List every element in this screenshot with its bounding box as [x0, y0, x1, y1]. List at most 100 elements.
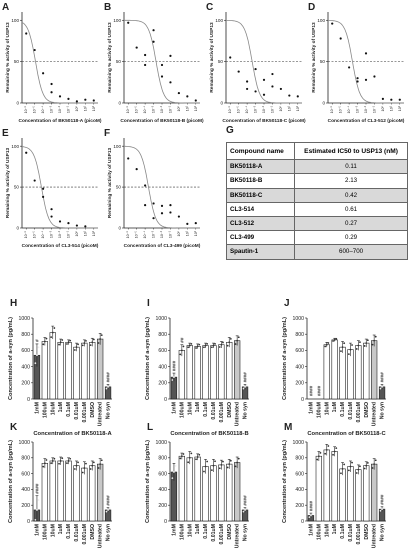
y-tick-label: 1000: [292, 440, 304, 446]
y-tick-label: 200: [21, 381, 30, 387]
replicate-point: [91, 464, 94, 467]
replicate-point: [34, 362, 37, 365]
data-point: [127, 157, 130, 160]
bar: [218, 464, 225, 522]
replicate-point: [374, 335, 377, 338]
replicate-point: [222, 341, 224, 344]
x-tick-label: 1mM: [171, 524, 177, 536]
y-tick-label: 0: [16, 226, 19, 231]
data-point: [169, 203, 172, 207]
x-tick-label: 0.001uM: [219, 402, 225, 422]
y-axis-label: Concentration of a-syn (pg/mL): [282, 440, 288, 523]
replicate-point: [214, 342, 216, 345]
table-cell-value: 0.29: [294, 230, 408, 246]
y-tick-label: 0: [164, 519, 167, 525]
replicate-point: [67, 341, 70, 344]
replicate-point: [325, 343, 328, 346]
data-point: [262, 93, 266, 96]
x-tick-label: 10¹: [287, 105, 291, 111]
data-point: [246, 80, 249, 83]
y-tick-label: 0: [301, 519, 304, 525]
replicate-point: [45, 459, 48, 461]
replicate-point: [236, 461, 239, 464]
replicate-point: [105, 510, 108, 513]
x-tick-label: 0.01uM: [211, 524, 217, 542]
x-tick-label: 10⁰: [177, 230, 181, 236]
y-tick-label: 600: [295, 348, 304, 354]
data-point: [127, 21, 130, 24]
replicate-point: [50, 462, 53, 465]
replicate-point: [351, 461, 353, 464]
x-tick-label: 10⁻³: [152, 230, 156, 238]
x-tick-label: 0.1uM: [66, 524, 72, 539]
replicate-point: [99, 338, 102, 340]
table-cell-name: BK50118-A: [225, 159, 296, 175]
x-tick-label: 10⁻⁶: [126, 105, 130, 113]
x-tick-label: 0.001uM: [356, 524, 362, 544]
y-tick-label: 100: [113, 18, 121, 23]
x-tick-label: 1mM: [308, 524, 314, 536]
x-tick-label: DMSO: [90, 524, 96, 540]
significance-label: ####: [171, 360, 176, 371]
x-tick-label: 10⁰: [75, 105, 79, 111]
data-point: [152, 202, 155, 205]
data-point: [186, 95, 189, 98]
replicate-point: [317, 455, 320, 458]
y-tick-label: 50: [320, 59, 326, 64]
replicate-point: [53, 327, 56, 329]
x-tick-label: Untreated: [98, 524, 104, 548]
data-point: [152, 29, 155, 32]
panel-letter-c: C: [206, 2, 213, 13]
replicate-point: [105, 387, 108, 390]
replicate-point: [366, 339, 369, 342]
significance-label: ####: [243, 495, 248, 506]
data-point: [33, 179, 36, 182]
x-tick-label: 10⁻³: [152, 105, 156, 113]
y-tick-label: 1000: [18, 316, 30, 322]
y-tick-label: 1000: [155, 316, 167, 322]
x-tick-label: 10⁻⁶: [330, 105, 334, 113]
replicate-point: [69, 457, 72, 460]
replicate-point: [97, 342, 100, 344]
x-tick-label: 10⁻¹: [372, 105, 376, 113]
data-point: [398, 98, 401, 101]
replicate-point: [188, 344, 191, 347]
x-axis-label: Concentration of BK50118-B (picoM): [120, 118, 204, 124]
replicate-point: [363, 467, 366, 470]
x-tick-label: No syn: [106, 402, 112, 419]
data-point: [390, 98, 393, 101]
replicate-point: [89, 468, 92, 470]
replicate-point: [371, 343, 374, 346]
x-tick-label: 10⁰: [75, 230, 79, 236]
replicate-point: [182, 453, 185, 455]
replicate-point: [182, 345, 185, 348]
data-point: [92, 99, 95, 102]
x-axis-label: Concentration of BK50118-A (picoM): [19, 118, 102, 124]
replicate-point: [357, 344, 360, 347]
data-point: [364, 52, 368, 55]
bar: [194, 456, 201, 522]
replicate-point: [180, 349, 183, 352]
bar: [178, 455, 185, 522]
y-axis-label: Concentration of a-syn (pg/mL): [8, 440, 14, 523]
replicate-point: [347, 469, 350, 472]
bar: [323, 449, 330, 522]
data-point: [160, 63, 164, 67]
replicate-point: [36, 354, 38, 357]
data-point: [331, 22, 334, 25]
data-point: [67, 97, 70, 100]
significance-label: ####: [380, 494, 385, 505]
x-axis-label: Concentration of CL3-514 (picoM): [22, 243, 99, 249]
data-point: [152, 217, 155, 220]
data-point: [25, 32, 28, 35]
y-tick-label: 0: [16, 101, 19, 106]
replicate-point: [92, 338, 95, 341]
replicate-point: [228, 463, 231, 466]
data-point: [237, 70, 240, 73]
x-tick-label: 10⁻⁴: [347, 106, 351, 114]
bar: [226, 463, 233, 522]
x-tick-label: Untreated: [235, 524, 241, 548]
bar: [57, 460, 64, 522]
bar: [89, 465, 96, 522]
y-axis-label: Remaining % activity of USP13: [5, 22, 11, 93]
